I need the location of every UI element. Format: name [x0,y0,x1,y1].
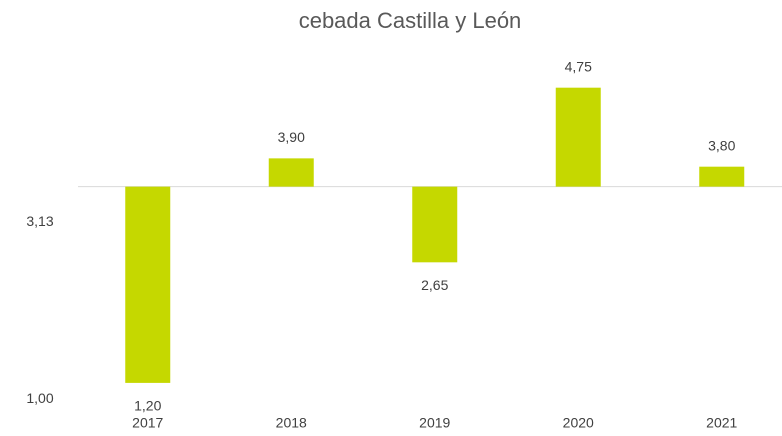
x-tick-label: 2021 [706,415,737,431]
y-tick-label: 1,00 [26,390,53,406]
data-label: 1,20 [134,398,161,414]
x-tick-label: 2018 [276,415,307,431]
chart-title: cebada Castilla y León [299,8,522,33]
x-tick-label: 2019 [419,415,450,431]
data-label: 2,65 [421,277,448,293]
x-tick-label: 2020 [563,415,594,431]
y-tick-label: 3,13 [26,213,53,229]
bar [268,158,314,187]
data-label: 3,80 [708,137,735,153]
x-tick-label: 2017 [132,415,163,431]
bar [555,87,601,187]
bar [699,166,745,187]
data-label: 4,75 [565,58,592,74]
data-label: 3,90 [278,129,305,145]
bar [125,186,171,383]
bar [412,186,458,263]
